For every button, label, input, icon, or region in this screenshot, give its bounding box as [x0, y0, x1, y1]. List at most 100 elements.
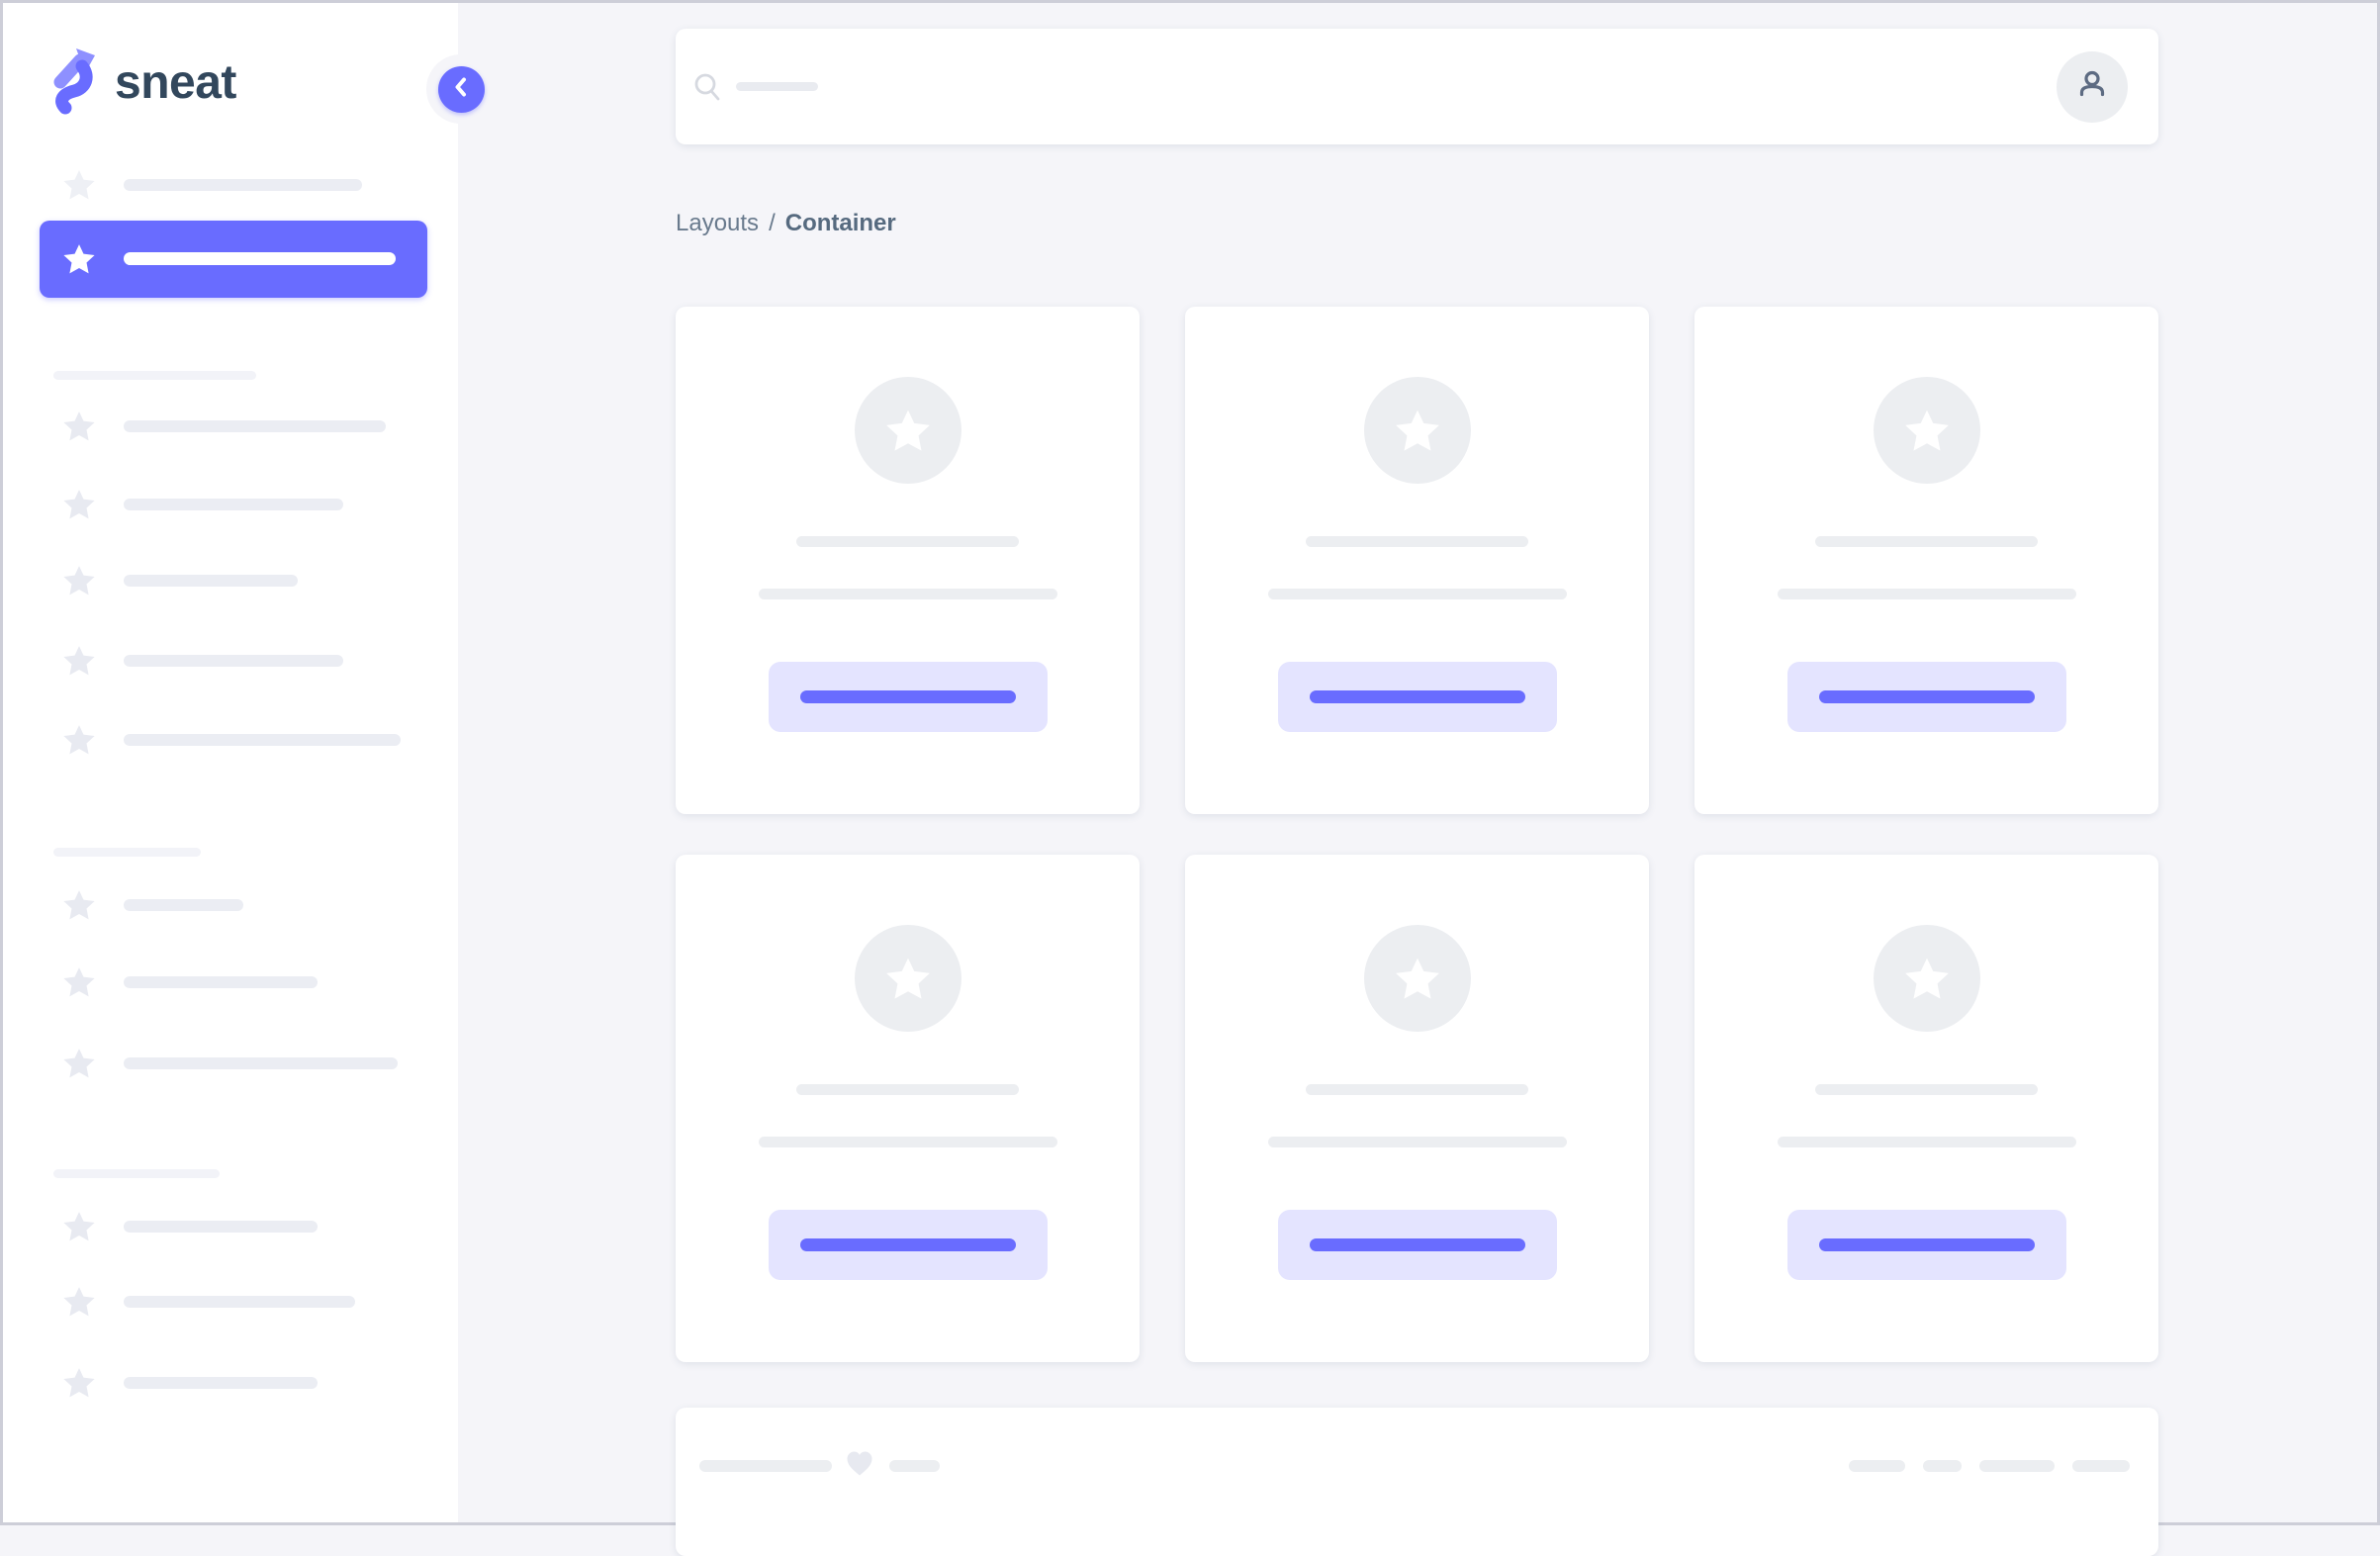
sidebar: sneat: [3, 3, 458, 1522]
breadcrumb-separator: /: [769, 210, 776, 236]
card-title-bar: [1306, 1084, 1528, 1095]
sidebar-item-label-bar: [124, 976, 318, 988]
breadcrumb-current: Container: [784, 210, 896, 236]
breadcrumb: Layouts / Container: [676, 209, 2158, 237]
sidebar-item[interactable]: [3, 542, 458, 619]
pagination-dash[interactable]: [1923, 1460, 1962, 1472]
card-avatar: [1363, 925, 1471, 1032]
card-subtitle-bar: [1267, 1137, 1567, 1147]
sidebar-item-label-bar: [124, 179, 362, 191]
button-label-bar: [1309, 1238, 1525, 1251]
card-action-button[interactable]: [1786, 1210, 2066, 1280]
sidebar-item[interactable]: [3, 701, 458, 778]
card-action-button[interactable]: [1277, 662, 1557, 732]
app-title: sneat: [115, 55, 236, 109]
search-icon: [692, 72, 722, 102]
pagination-dash[interactable]: [1979, 1460, 2055, 1472]
app-logo[interactable]: sneat: [49, 46, 236, 120]
sidebar-item-label-bar: [124, 1296, 355, 1308]
user-menu-button[interactable]: [2057, 50, 2128, 123]
sidebar-item[interactable]: [3, 1025, 458, 1102]
card-grid: [676, 307, 2158, 1362]
sidebar-item-label-bar: [124, 499, 343, 510]
content-card: [1185, 307, 1649, 814]
star-icon: [884, 957, 932, 1001]
card-avatar: [854, 377, 961, 484]
sidebar-section-divider: [53, 1169, 220, 1178]
sidebar-item[interactable]: [3, 867, 458, 944]
sneat-logo-icon: [49, 46, 99, 120]
star-icon: [884, 409, 932, 453]
sidebar-item[interactable]: [3, 1263, 458, 1340]
card-title-bar: [796, 1084, 1019, 1095]
content-card: [1694, 307, 2158, 814]
star-icon: [62, 243, 96, 275]
sidebar-item-label-bar: [124, 252, 396, 265]
card-action-button[interactable]: [768, 1210, 1048, 1280]
bottom-bar: [676, 1408, 2158, 1556]
pagination-dash[interactable]: [1849, 1460, 1905, 1472]
chevron-left-icon: [448, 74, 474, 105]
card-title-bar: [1815, 536, 2038, 547]
card-action-button[interactable]: [1277, 1210, 1557, 1280]
card-title-bar: [1815, 1084, 2038, 1095]
content-card: [676, 855, 1140, 1362]
sidebar-item-label-bar: [124, 1377, 318, 1389]
card-subtitle-bar: [1777, 1137, 2076, 1147]
sidebar-item[interactable]: [3, 944, 458, 1021]
button-label-bar: [1309, 690, 1525, 703]
breadcrumb-section[interactable]: Layouts: [676, 210, 760, 236]
card-action-button[interactable]: [768, 662, 1048, 732]
card-avatar: [1363, 377, 1471, 484]
pagination-dash[interactable]: [2072, 1460, 2130, 1472]
sidebar-section-divider: [53, 848, 201, 857]
sidebar-item-label-bar: [124, 655, 343, 667]
search-placeholder-bar: [736, 82, 818, 91]
star-icon: [1394, 957, 1441, 1001]
star-icon: [62, 724, 96, 756]
main-content: Layouts / Container: [458, 3, 2377, 1556]
text-placeholder-bar: [699, 1460, 832, 1472]
star-icon: [62, 1048, 96, 1079]
sidebar-collapse-button[interactable]: [437, 65, 485, 113]
sidebar-item-label-bar: [124, 420, 386, 432]
star-icon: [62, 1286, 96, 1318]
sidebar-item-label-bar: [124, 899, 243, 911]
card-title-bar: [796, 536, 1019, 547]
bottom-bar-left: [699, 1449, 940, 1484]
sidebar-item[interactable]: [3, 221, 458, 298]
star-icon: [1394, 409, 1441, 453]
sidebar-item[interactable]: [3, 388, 458, 465]
sidebar-item-label-bar: [124, 1057, 398, 1069]
card-subtitle-bar: [1777, 589, 2076, 599]
search-input[interactable]: [692, 72, 2057, 102]
sidebar-item-label-bar: [124, 575, 298, 587]
card-action-button[interactable]: [1786, 662, 2066, 732]
button-label-bar: [799, 690, 1016, 703]
star-icon: [62, 565, 96, 596]
content-card: [1694, 855, 2158, 1362]
text-placeholder-bar: [889, 1460, 940, 1472]
user-icon: [2073, 65, 2111, 108]
sidebar-item[interactable]: [3, 1188, 458, 1265]
star-icon: [62, 966, 96, 998]
content-card: [676, 307, 1140, 814]
star-icon: [1903, 957, 1951, 1001]
sidebar-item[interactable]: [3, 622, 458, 699]
sidebar-item[interactable]: [3, 1344, 458, 1421]
button-label-bar: [799, 1238, 1016, 1251]
star-icon: [62, 645, 96, 677]
card-avatar: [854, 925, 961, 1032]
sidebar-item-label-bar: [124, 734, 401, 746]
card-subtitle-bar: [758, 589, 1057, 599]
sidebar-item[interactable]: [3, 146, 458, 224]
heart-icon[interactable]: [845, 1449, 874, 1484]
star-icon: [1903, 409, 1951, 453]
sidebar-section-divider: [53, 371, 256, 380]
star-icon: [62, 489, 96, 520]
card-avatar: [1873, 377, 1980, 484]
star-icon: [62, 889, 96, 921]
button-label-bar: [1818, 690, 2035, 703]
sidebar-item[interactable]: [3, 466, 458, 543]
